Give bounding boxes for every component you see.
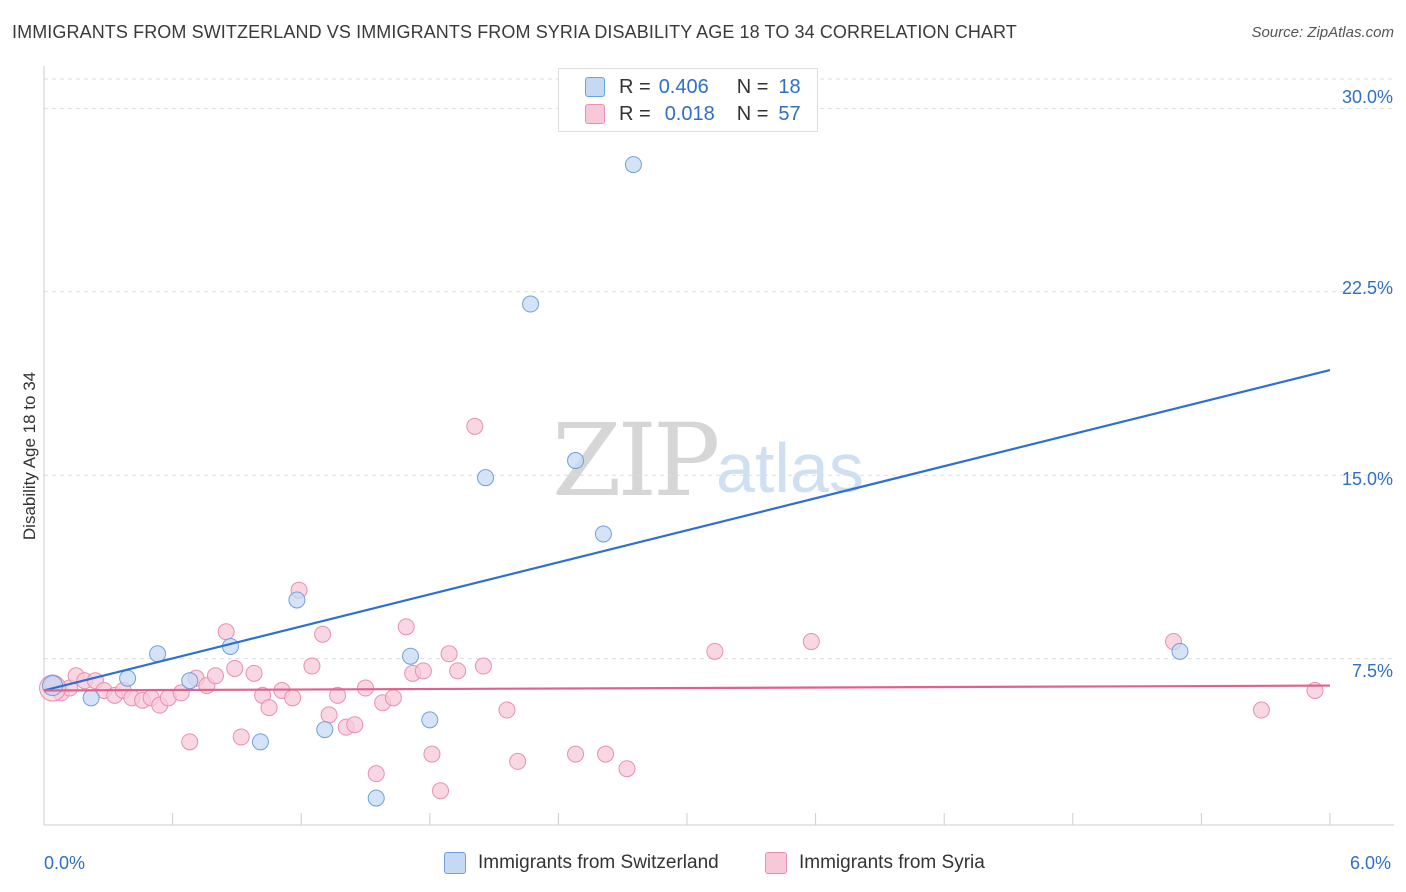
point-switzerland [119,669,137,687]
y-tick-label-30: 30.0% [1341,87,1393,107]
legend-row-switzerland: R = 0.406 N = 18 [585,74,801,100]
correlation-legend: R = 0.406 N = 18 R = 0.018 N = 57 [558,68,818,132]
point-syria [449,662,467,680]
point-switzerland [567,452,585,470]
point-syria [397,618,415,636]
legend-n-label: N = [736,102,769,125]
point-syria [260,699,278,717]
point-syria [1252,701,1270,719]
point-switzerland [367,789,385,807]
point-syria [314,625,332,643]
point-syria [226,659,244,677]
point-syria [440,645,458,663]
point-syria [567,745,585,763]
point-syria [232,728,250,746]
point-syria [206,667,224,685]
source-label: Source: ZipAtlas.com [1251,24,1394,41]
point-syria [706,642,724,660]
point-switzerland [421,711,439,729]
y-tick-label-7-5: 7.5% [1351,661,1393,681]
series-legend: Immigrants from Switzerland Immigrants f… [0,852,1406,878]
point-switzerland [594,525,612,543]
legend-swatch-switzerland [585,77,605,97]
trend-line-syria [43,684,1331,692]
legend-item-switzerland: Immigrants from Switzerland [444,852,719,874]
point-syria [357,679,374,697]
x-tick-label-max: 6.0% [1350,853,1392,873]
point-switzerland [181,672,199,690]
legend-r-value: 0.406 [658,75,709,98]
point-switzerland [251,733,269,751]
point-syria [217,623,235,641]
legend-swatch-syria [765,852,787,874]
point-switzerland [477,469,495,487]
legend-n-value: 57 [778,102,801,125]
point-syria [284,689,302,707]
point-syria [181,733,199,751]
point-switzerland [624,156,642,174]
point-switzerland [149,645,167,663]
point-syria [509,752,527,770]
point-switzerland [316,721,334,739]
point-switzerland [402,647,420,665]
point-syria [423,745,441,763]
point-syria [303,657,321,675]
point-syria [474,657,492,675]
point-syria [346,716,364,734]
watermark-atlas: atlas [716,429,864,507]
legend-swatch-switzerland [444,852,466,874]
legend-row-syria: R = 0.018 N = 57 [585,101,801,127]
point-syria [320,706,338,724]
point-syria [618,760,636,778]
legend-n-label: N = [736,75,769,98]
legend-r-label: R = [619,75,651,98]
y-tick-label-15: 15.0% [1341,469,1393,489]
point-syria [466,417,484,435]
point-syria [432,782,450,800]
legend-swatch-syria [585,104,605,124]
y-axis-label: Disability Age 18 to 34 [20,371,39,541]
trend-line-switzerland [43,368,1331,692]
point-syria [597,745,615,763]
legend-n-value: 18 [778,75,801,98]
point-switzerland [288,591,306,609]
legend-item-syria: Immigrants from Syria [765,852,985,874]
point-syria [329,686,347,704]
point-switzerland [1171,642,1189,660]
point-switzerland [82,689,100,707]
point-syria [414,662,432,680]
point-syria [498,701,516,719]
point-syria [245,664,263,682]
point-syria [802,633,820,651]
point-switzerland [522,295,540,313]
point-syria [367,765,385,783]
y-tick-label-22-5: 22.5% [1341,278,1393,298]
x-tick-label-min: 0.0% [44,853,86,873]
chart-title: IMMIGRANTS FROM SWITZERLAND VS IMMIGRANT… [12,22,1017,42]
legend-label-syria: Immigrants from Syria [799,852,985,873]
legend-label-switzerland: Immigrants from Switzerland [478,852,719,873]
legend-r-value: 0.018 [664,102,715,125]
point-syria [384,689,402,707]
legend-r-label: R = [619,102,651,125]
